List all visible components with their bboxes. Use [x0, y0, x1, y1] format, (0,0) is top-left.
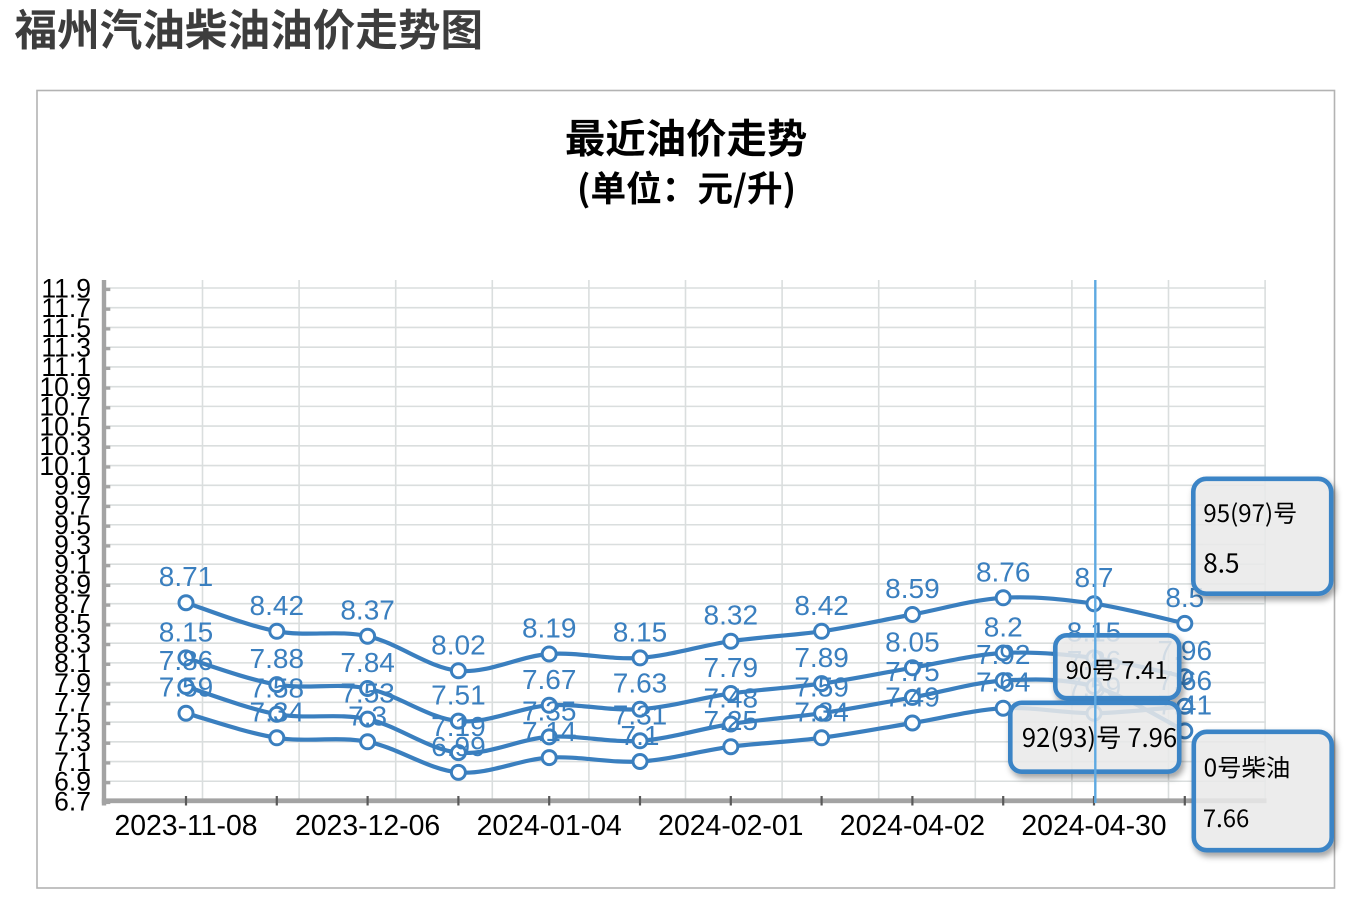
svg-text:8.1: 8.1 [54, 648, 91, 678]
svg-text:7.67: 7.67 [522, 664, 577, 695]
svg-text:7.49: 7.49 [885, 682, 940, 713]
svg-text:2023-12-06: 2023-12-06 [295, 810, 440, 842]
svg-text:10.9: 10.9 [39, 372, 91, 402]
svg-text:7.9: 7.9 [54, 668, 91, 698]
svg-text:7.59: 7.59 [159, 672, 214, 703]
svg-text:11.7: 11.7 [41, 293, 91, 323]
svg-text:9.9: 9.9 [54, 471, 91, 501]
svg-text:7.5: 7.5 [54, 707, 91, 737]
svg-text:7.84: 7.84 [340, 647, 395, 678]
svg-text:8.05: 8.05 [885, 626, 940, 657]
svg-text:8.59: 8.59 [885, 573, 940, 604]
svg-text:7.1: 7.1 [54, 747, 91, 777]
svg-text:2024-01-04: 2024-01-04 [477, 810, 622, 842]
svg-text:2024-02-01: 2024-02-01 [658, 810, 803, 842]
svg-text:8.15: 8.15 [613, 616, 668, 647]
svg-text:9.5: 9.5 [54, 510, 91, 540]
svg-text:8.7: 8.7 [1075, 562, 1114, 593]
svg-text:11.9: 11.9 [41, 273, 91, 303]
svg-text:11.1: 11.1 [41, 352, 91, 382]
svg-text:7.14: 7.14 [522, 716, 577, 747]
svg-text:7.63: 7.63 [613, 668, 668, 699]
svg-text:10.7: 10.7 [39, 392, 91, 422]
svg-text:7.75: 7.75 [885, 656, 940, 687]
svg-text:7.1: 7.1 [621, 720, 660, 751]
svg-text:8.32: 8.32 [704, 600, 759, 631]
svg-text:6.99: 6.99 [431, 731, 486, 762]
svg-text:7.31: 7.31 [613, 699, 668, 730]
svg-text:7.19: 7.19 [431, 711, 486, 742]
svg-text:11.5: 11.5 [41, 313, 91, 343]
svg-text:9.3: 9.3 [54, 530, 91, 560]
svg-text:7.86: 7.86 [159, 645, 214, 676]
svg-text:8.7: 8.7 [54, 589, 91, 619]
svg-text:7.64: 7.64 [976, 667, 1031, 698]
svg-text:7.34: 7.34 [794, 696, 849, 727]
svg-text:7.48: 7.48 [704, 683, 759, 714]
svg-text:10.3: 10.3 [39, 431, 91, 461]
svg-text:8.42: 8.42 [250, 590, 305, 621]
svg-text:7.88: 7.88 [250, 643, 305, 674]
svg-text:8.76: 8.76 [976, 556, 1031, 587]
svg-text:11.3: 11.3 [41, 332, 91, 362]
svg-text:7.3: 7.3 [348, 700, 387, 731]
svg-text:7.3: 7.3 [54, 727, 91, 757]
svg-text:8.2: 8.2 [984, 612, 1023, 643]
svg-text:7.89: 7.89 [794, 642, 849, 673]
svg-text:8.9: 8.9 [54, 569, 91, 599]
svg-text:7.7: 7.7 [54, 688, 91, 718]
svg-text:7.34: 7.34 [250, 696, 305, 727]
svg-text:2024-04-30: 2024-04-30 [1021, 810, 1166, 842]
svg-text:8.15: 8.15 [159, 616, 214, 647]
svg-text:8.02: 8.02 [431, 629, 486, 660]
svg-text:10.5: 10.5 [39, 411, 91, 441]
svg-text:7.35: 7.35 [522, 695, 577, 726]
svg-text:10.1: 10.1 [39, 451, 91, 481]
svg-text:2023-11-08: 2023-11-08 [114, 810, 257, 842]
svg-text:8.3: 8.3 [54, 628, 91, 658]
svg-text:2024-04-02: 2024-04-02 [840, 810, 985, 842]
svg-text:7.51: 7.51 [431, 680, 486, 711]
svg-text:7.92: 7.92 [976, 639, 1031, 670]
svg-text:8.19: 8.19 [522, 613, 577, 644]
svg-text:7.58: 7.58 [250, 673, 305, 704]
svg-text:7.79: 7.79 [704, 652, 759, 683]
svg-text:6.7: 6.7 [54, 786, 91, 816]
svg-text:9.1: 9.1 [54, 550, 91, 580]
svg-text:7.59: 7.59 [794, 672, 849, 703]
svg-text:8.5: 8.5 [54, 609, 91, 639]
svg-text:8.37: 8.37 [340, 595, 395, 626]
svg-text:6.9: 6.9 [54, 767, 91, 797]
svg-text:8.42: 8.42 [794, 590, 849, 621]
svg-text:7.53: 7.53 [340, 678, 395, 709]
svg-text:8.71: 8.71 [159, 561, 214, 592]
svg-text:9.7: 9.7 [54, 490, 91, 520]
svg-text:7.25: 7.25 [704, 705, 759, 736]
